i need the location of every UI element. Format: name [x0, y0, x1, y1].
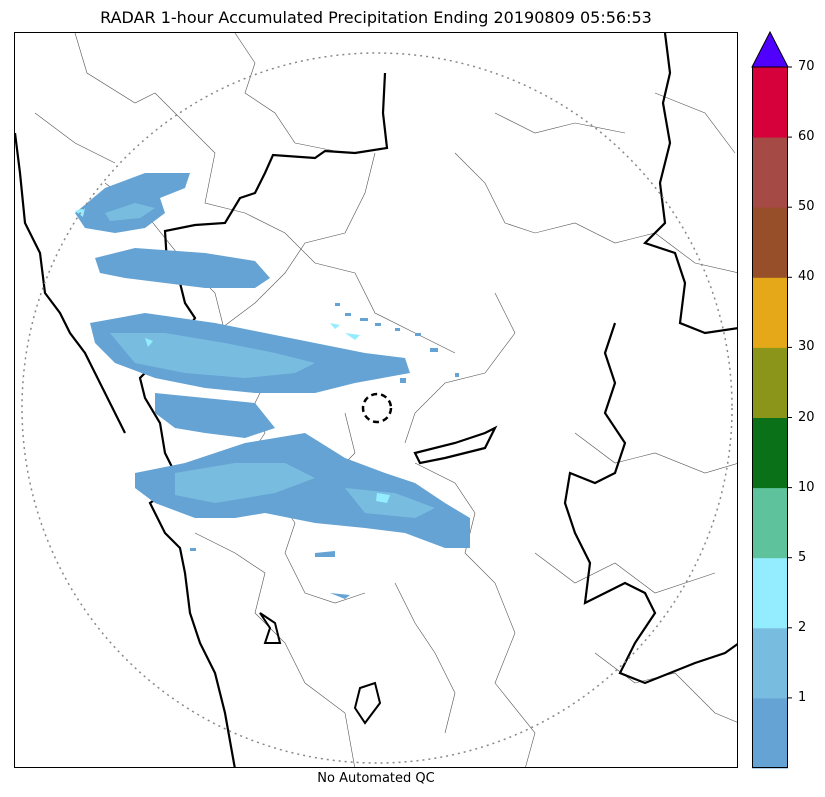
colorbar-tick-label: 1: [798, 689, 807, 705]
radar-site-ring: [361, 392, 393, 424]
colorbar-tick-label: 60: [798, 129, 815, 145]
colorbar-tick-label: 5: [798, 549, 807, 565]
colorbar-tick-label: 20: [798, 409, 815, 425]
colorbar-tick-label: 10: [798, 479, 815, 495]
radar-range-ring: [21, 52, 733, 764]
map-title: RADAR 1-hour Accumulated Precipitation E…: [100, 8, 652, 27]
colorbar-tick-label: 70: [798, 59, 815, 74]
colorbar-tick-label: 2: [798, 619, 807, 635]
scattered-echoes: [190, 303, 459, 551]
map-canvas: [15, 33, 737, 767]
colorbar-bin: [752, 417, 788, 489]
colorbar-tick-label: 50: [798, 199, 815, 215]
colorbar-bin: [752, 67, 788, 138]
precipitation-light: [105, 203, 435, 518]
colorbar-tick-label: 30: [798, 339, 815, 355]
colorbar-bin: [752, 207, 788, 278]
qc-note: No Automated QC: [317, 771, 435, 786]
radar-map: [14, 32, 738, 768]
colorbar-bin: [752, 627, 788, 699]
colorbar-bin: [752, 277, 788, 348]
colorbar-bin: [752, 347, 788, 418]
colorbar-tick-label: 40: [798, 269, 815, 285]
colorbar-bin: [752, 557, 788, 629]
colorbar-extend-arrow: [751, 30, 789, 68]
enclaves: [259, 612, 382, 725]
precipitation-areas: [75, 173, 470, 599]
colorbar-bin: [752, 487, 788, 559]
colorbar-svg: [751, 30, 792, 769]
colorbar: [751, 30, 792, 769]
colorbar-bin: [752, 137, 788, 208]
colorbar-bin: [752, 697, 788, 769]
colorbar-outline: [752, 66, 788, 768]
